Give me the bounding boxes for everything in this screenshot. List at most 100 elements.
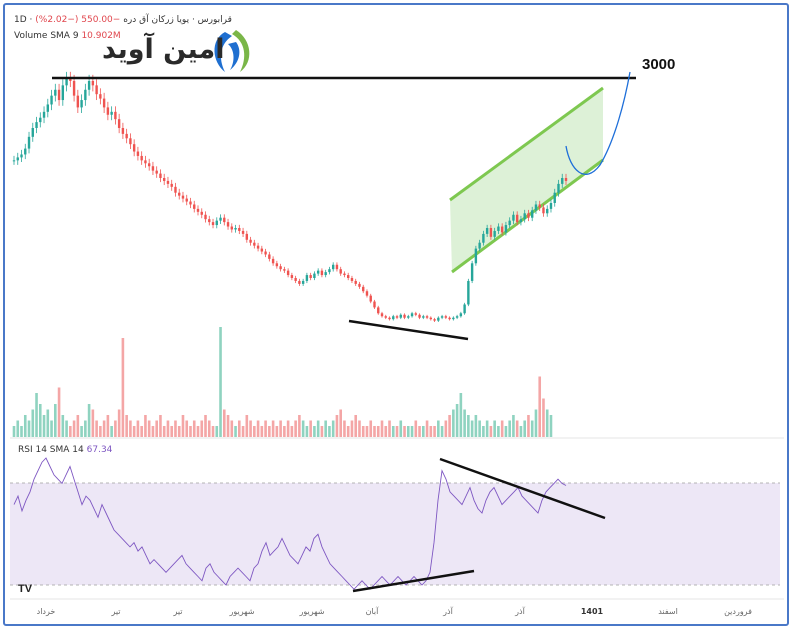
volume-bar <box>268 426 271 437</box>
volume-bar <box>414 420 418 437</box>
candle-body <box>444 316 448 318</box>
candle-body <box>226 222 230 227</box>
volume-bar <box>260 426 264 437</box>
candle-body <box>193 204 196 209</box>
volume-bar <box>354 415 358 437</box>
volume-bar <box>376 426 380 437</box>
candle-body <box>39 117 42 123</box>
candle-body <box>328 269 331 273</box>
candle-body <box>546 208 549 214</box>
candle-body <box>260 248 264 252</box>
volume-bar <box>455 404 459 437</box>
candle-body <box>268 254 271 259</box>
volume-bar <box>343 420 346 437</box>
volume-bar <box>16 420 20 437</box>
candle-body <box>253 242 256 246</box>
volume-bar <box>508 420 511 437</box>
candle-body <box>189 201 192 205</box>
candle-body <box>24 148 27 155</box>
candle-body <box>144 160 147 164</box>
volume-bar <box>114 420 117 437</box>
volume-bar <box>54 404 57 437</box>
candle-body <box>57 89 61 101</box>
candle-body <box>463 304 466 314</box>
candle-body <box>132 144 136 152</box>
volume-bar <box>20 426 23 437</box>
volume-bar <box>226 415 230 437</box>
volume-bar <box>192 420 196 437</box>
volume-bar <box>200 420 204 437</box>
volume-bar <box>222 409 226 437</box>
volume-bar <box>294 420 297 437</box>
candle-body <box>163 178 166 181</box>
volume-bar <box>189 426 192 437</box>
candle-body <box>497 226 500 231</box>
candle-body <box>241 230 245 234</box>
volume-bar <box>27 420 31 437</box>
candle-body <box>155 170 158 174</box>
volume-bar <box>331 420 335 437</box>
candle-body <box>489 228 493 237</box>
candle-body <box>140 155 143 161</box>
volume-bar <box>31 409 35 437</box>
volume-bar <box>38 404 42 437</box>
candle-body <box>410 313 414 317</box>
volume-bar <box>538 376 542 437</box>
volume-bar <box>410 426 414 437</box>
volume-bar <box>542 398 545 437</box>
candle-body <box>99 94 102 99</box>
candle-body <box>440 316 444 318</box>
candle-body <box>380 313 384 317</box>
candle-body <box>553 192 556 203</box>
candle-body <box>223 217 226 223</box>
candlesticks <box>12 71 568 322</box>
volume-bar <box>309 420 312 437</box>
candle-body <box>230 226 233 230</box>
candle-body <box>452 317 455 320</box>
candle-body <box>384 316 387 318</box>
volume-bar <box>369 420 373 437</box>
volume-bar <box>69 426 72 437</box>
candle-body <box>500 226 504 233</box>
x-tick-label: شهریور <box>228 607 254 616</box>
volume-bar <box>65 420 68 437</box>
volume-bar <box>418 426 421 437</box>
candle-body <box>429 317 433 320</box>
candle-body <box>136 151 140 156</box>
volume-bar <box>545 409 549 437</box>
candle-body <box>407 316 410 318</box>
candle-body <box>414 313 417 315</box>
rsi-label: RSI 14 SMA 14 <box>18 445 84 455</box>
candle-body <box>320 270 324 276</box>
candle-body <box>20 154 23 158</box>
volume-bar <box>350 420 354 437</box>
volume-bar <box>279 420 282 437</box>
candle-body <box>549 203 553 209</box>
candle-body <box>275 263 279 267</box>
volume-bar <box>339 409 342 437</box>
candle-body <box>467 280 470 305</box>
brand-logo-text: امین آوید <box>102 34 225 65</box>
volume-bar <box>530 420 534 437</box>
brand-logo-icon <box>214 30 250 72</box>
volume-bar <box>99 426 102 437</box>
volume-bar <box>467 415 470 437</box>
volume-bar <box>493 420 496 437</box>
candle-body <box>365 291 369 296</box>
candle-body <box>561 178 564 184</box>
volume-bar <box>305 426 309 437</box>
volume-bar <box>519 426 523 437</box>
x-tick-label: آبان <box>366 606 380 616</box>
candle-body <box>290 275 294 278</box>
candle-body <box>16 157 19 161</box>
volume-bar <box>170 426 174 437</box>
volume-bar <box>406 426 410 437</box>
volume-bar <box>23 415 27 437</box>
candle-body <box>470 263 474 281</box>
volume-bar <box>35 393 38 437</box>
volume-bar <box>181 415 185 437</box>
volume-bar <box>211 426 215 437</box>
candle-body <box>219 217 222 221</box>
candle-body <box>117 119 121 128</box>
